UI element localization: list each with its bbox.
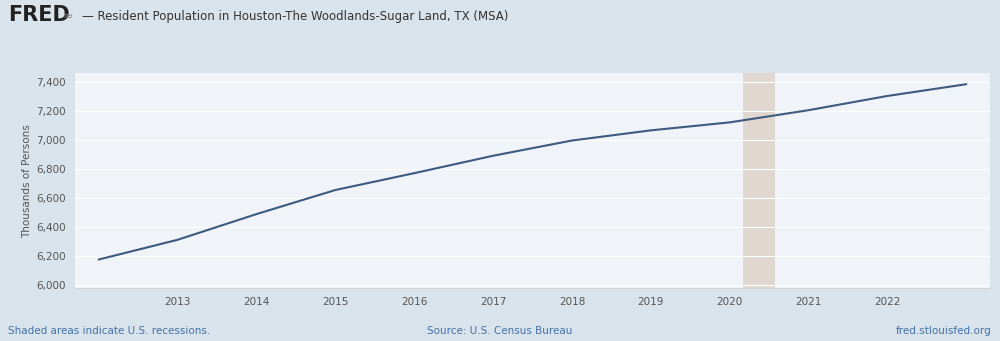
Bar [743, 73, 775, 288]
Text: fred.stlouisfed.org: fred.stlouisfed.org [896, 326, 992, 336]
Text: — Resident Population in Houston-The Woodlands-Sugar Land, TX (MSA): — Resident Population in Houston-The Woo… [82, 10, 508, 23]
Text: FRED: FRED [8, 5, 70, 25]
Text: Shaded areas indicate U.S. recessions.: Shaded areas indicate U.S. recessions. [8, 326, 210, 336]
Text: Source: U.S. Census Bureau: Source: U.S. Census Bureau [427, 326, 573, 336]
Text: ≈: ≈ [63, 10, 74, 23]
Y-axis label: Thousands of Persons: Thousands of Persons [22, 124, 32, 238]
